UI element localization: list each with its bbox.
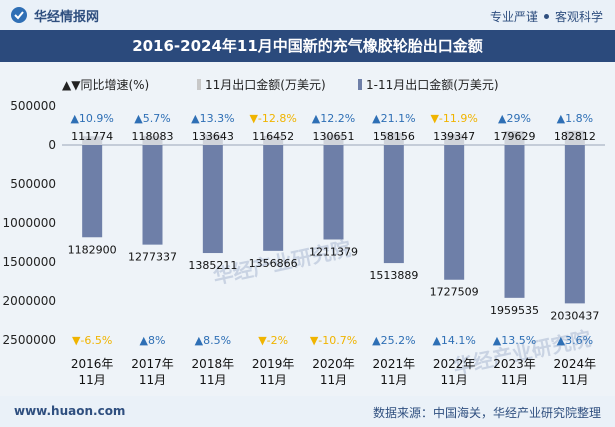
logo-icon: [11, 7, 27, 23]
bar-month: [142, 135, 163, 145]
logo: 华经情报网: [10, 6, 100, 25]
month-growth-label: ▼-11.9%: [430, 112, 477, 125]
cumulative-growth-label: ▼-6.5%: [72, 334, 112, 347]
category-label: 2022年: [433, 357, 476, 371]
month-growth-label: ▼-12.8%: [249, 112, 296, 125]
category-label: 11月: [501, 373, 528, 387]
chart-title: 2016-2024年11月中国新的充气橡胶轮胎出口金额: [0, 30, 615, 62]
top-bar: 华经情报网 专业严谨 客观科学: [0, 0, 615, 30]
month-growth-label: ▲21.1%: [372, 112, 415, 125]
month-growth-label: ▲13.3%: [191, 112, 234, 125]
category-label: 2016年: [71, 357, 114, 371]
month-growth-label: ▲29%: [498, 112, 531, 125]
category-label: 11月: [260, 373, 287, 387]
month-value-label: 130651: [313, 130, 355, 143]
cumulative-growth-label: ▲14.1%: [432, 334, 475, 347]
bar-cumulative: [444, 145, 465, 280]
bar-month: [202, 134, 223, 145]
category-label: 11月: [139, 373, 166, 387]
bar-cumulative: [564, 145, 585, 304]
tagline: 专业严谨 客观科学: [490, 8, 603, 25]
cumulative-value-label: 1356866: [249, 257, 298, 270]
cumulative-value-label: 2030437: [550, 309, 599, 322]
cumulative-value-label: 1211379: [309, 245, 358, 258]
y-tick-label: 500000: [10, 99, 56, 113]
cumulative-growth-label: ▲13.5%: [493, 334, 536, 347]
cumulative-growth-label: ▲8%: [140, 334, 166, 347]
legend-swatch-month: [197, 79, 201, 90]
footer-source: 数据来源：中国海关，华经产业研究院整理: [372, 406, 601, 420]
legend-growth: ▲▼同比增速(%): [62, 78, 149, 92]
footer: www.huaon.com 数据来源：中国海关，华经产业研究院整理: [0, 396, 615, 427]
footer-website[interactable]: www.huaon.com: [14, 404, 126, 418]
month-growth-label: ▲5.7%: [134, 112, 170, 125]
cumulative-value-label: 1513889: [369, 269, 418, 282]
category-label: 2020年: [312, 357, 355, 371]
month-value-label: 182812: [554, 130, 596, 143]
bar-cumulative: [82, 145, 103, 238]
category-label: 2017年: [131, 357, 174, 371]
cumulative-value-label: 1182900: [68, 243, 117, 256]
cumulative-growth-label: ▲25.2%: [372, 334, 415, 347]
tagline-2: 客观科学: [554, 10, 603, 24]
cumulative-growth-label: ▲3.6%: [557, 334, 593, 347]
month-value-label: 179629: [494, 130, 536, 143]
y-tick-label: 1500000: [3, 255, 56, 269]
month-growth-label: ▲10.9%: [70, 112, 113, 125]
category-label: 2021年: [373, 357, 416, 371]
category-label: 11月: [380, 373, 407, 387]
cumulative-value-label: 1277337: [128, 251, 177, 264]
month-growth-label: ▲12.2%: [312, 112, 355, 125]
legend-month: 11月出口金额(万美元): [205, 77, 326, 92]
category-label: 11月: [441, 373, 468, 387]
month-value-label: 158156: [373, 130, 415, 143]
category-label: 11月: [320, 373, 347, 387]
cumulative-value-label: 1959535: [490, 304, 539, 317]
category-label: 11月: [79, 373, 106, 387]
legend-cumulative: 1-11月出口金额(万美元): [366, 77, 499, 92]
bar-cumulative: [323, 145, 344, 240]
month-value-label: 118083: [132, 130, 174, 143]
logo-text: 华经情报网: [34, 9, 100, 25]
y-tick-label: 0: [48, 138, 56, 152]
category-label: 11月: [561, 373, 588, 387]
bar-month: [82, 136, 103, 145]
bar-month: [323, 134, 344, 145]
month-value-label: 111774: [71, 130, 113, 143]
cumulative-value-label: 1385211: [188, 259, 237, 272]
bar-month: [263, 135, 284, 145]
month-value-label: 133643: [192, 130, 234, 143]
y-tick-label: 2500000: [3, 333, 56, 347]
y-tick-label: 1000000: [3, 216, 56, 230]
bar-month: [504, 130, 525, 145]
month-value-label: 116452: [252, 130, 294, 143]
cumulative-growth-label: ▼-2%: [258, 334, 288, 347]
legend-swatch-cumulative: [358, 79, 362, 90]
bar-cumulative: [142, 145, 163, 245]
tagline-dot-icon: [543, 14, 549, 19]
category-label: 2019年: [252, 357, 295, 371]
cumulative-growth-label: ▼-10.7%: [310, 334, 357, 347]
bar-month: [444, 134, 465, 145]
month-value-label: 139347: [433, 130, 475, 143]
bar-month: [383, 132, 404, 145]
tagline-1: 专业严谨: [489, 10, 538, 24]
category-label: 11月: [199, 373, 226, 387]
category-label: 2024年: [554, 357, 597, 371]
bar-cumulative: [504, 145, 525, 298]
cumulative-value-label: 1727509: [430, 286, 479, 299]
cumulative-growth-label: ▲8.5%: [195, 334, 231, 347]
y-tick-label: 500000: [10, 177, 56, 191]
bar-cumulative: [202, 145, 223, 254]
y-tick-label: 2000000: [3, 294, 56, 308]
month-growth-label: ▲1.8%: [557, 112, 593, 125]
category-label: 2018年: [192, 357, 235, 371]
category-label: 2023年: [493, 357, 536, 371]
bar-cumulative: [383, 145, 404, 264]
bar-cumulative: [263, 145, 284, 251]
bar-month: [564, 130, 585, 145]
